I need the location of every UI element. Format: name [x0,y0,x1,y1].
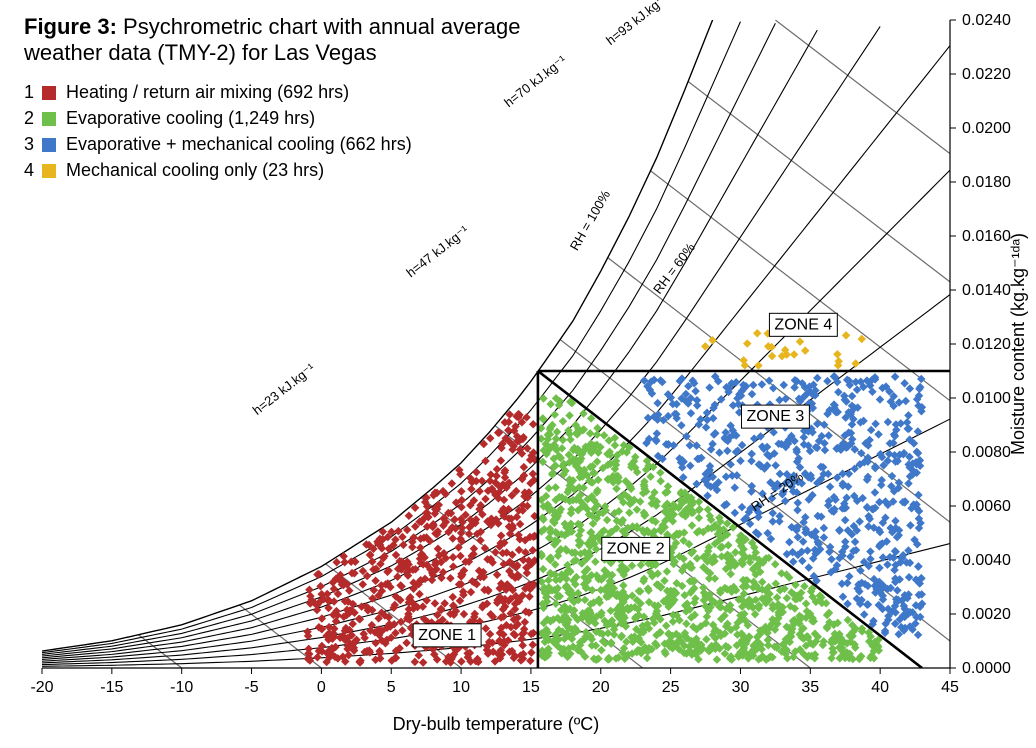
y-tick-label: 0.0000 [962,660,1011,677]
zone-label-box: ZONE 4 [769,313,837,336]
zone-label-box: ZONE 3 [741,405,809,428]
legend-swatch [42,138,56,152]
x-tick-label: 25 [662,679,680,696]
x-tick-label: 45 [941,679,959,696]
y-tick-label: 0.0180 [962,174,1011,191]
x-tick-label: 5 [387,679,396,696]
psychrometric-chart-figure: ZONE 1ZONE 2ZONE 3ZONE 4RH = 100%RH = 60… [0,0,1036,748]
legend-label: Evaporative + mechanical cooling (662 hr… [66,134,412,154]
x-axis-label: Dry-bulb temperature (ºC) [393,714,600,734]
svg-text:ZONE 3: ZONE 3 [746,408,804,425]
figure-title-line1: Figure 3: Psychrometric chart with annua… [24,14,520,39]
y-tick-label: 0.0140 [962,282,1011,299]
chart-svg: ZONE 1ZONE 2ZONE 3ZONE 4RH = 100%RH = 60… [0,0,1036,748]
x-tick-label: 35 [801,679,819,696]
legend-num: 4 [24,160,34,180]
y-tick-label: 0.0040 [962,552,1011,569]
x-tick-label: -15 [100,679,123,696]
legend-swatch [42,112,56,126]
y-tick-label: 0.0200 [962,120,1011,137]
y-tick-label: 0.0100 [962,390,1011,407]
legend-num: 1 [24,82,34,102]
legend-label: Heating / return air mixing (692 hrs) [66,82,349,102]
y-tick-label: 0.0220 [962,66,1011,83]
y-axis-label: Moisture content (kg.kg⁻¹ᵈᵃ) [1008,233,1028,455]
y-tick-label: 0.0240 [962,12,1011,29]
x-tick-label: -10 [170,679,193,696]
x-tick-label: 20 [592,679,610,696]
svg-text:ZONE 2: ZONE 2 [607,540,665,557]
x-tick-label: 15 [522,679,540,696]
legend-label: Evaporative cooling (1,249 hrs) [66,108,315,128]
svg-text:ZONE 4: ZONE 4 [774,316,832,333]
legend-swatch [42,86,56,100]
x-tick-label: -5 [244,679,258,696]
zone-label-box: ZONE 1 [413,624,481,647]
y-tick-label: 0.0080 [962,444,1011,461]
legend-num: 2 [24,108,34,128]
legend-num: 3 [24,134,34,154]
zone-label-box: ZONE 2 [602,537,670,560]
x-tick-label: 30 [732,679,750,696]
y-tick-label: 0.0020 [962,606,1011,623]
y-tick-label: 0.0160 [962,228,1011,245]
x-tick-label: -20 [30,679,53,696]
x-tick-label: 10 [452,679,470,696]
legend-swatch [42,164,56,178]
svg-text:ZONE 1: ZONE 1 [418,627,476,644]
x-tick-label: 40 [871,679,889,696]
legend-label: Mechanical cooling only (23 hrs) [66,160,324,180]
y-tick-label: 0.0060 [962,498,1011,515]
figure-title-line2: weather data (TMY-2) for Las Vegas [23,40,377,65]
y-tick-label: 0.0120 [962,336,1011,353]
x-tick-label: 0 [317,679,326,696]
